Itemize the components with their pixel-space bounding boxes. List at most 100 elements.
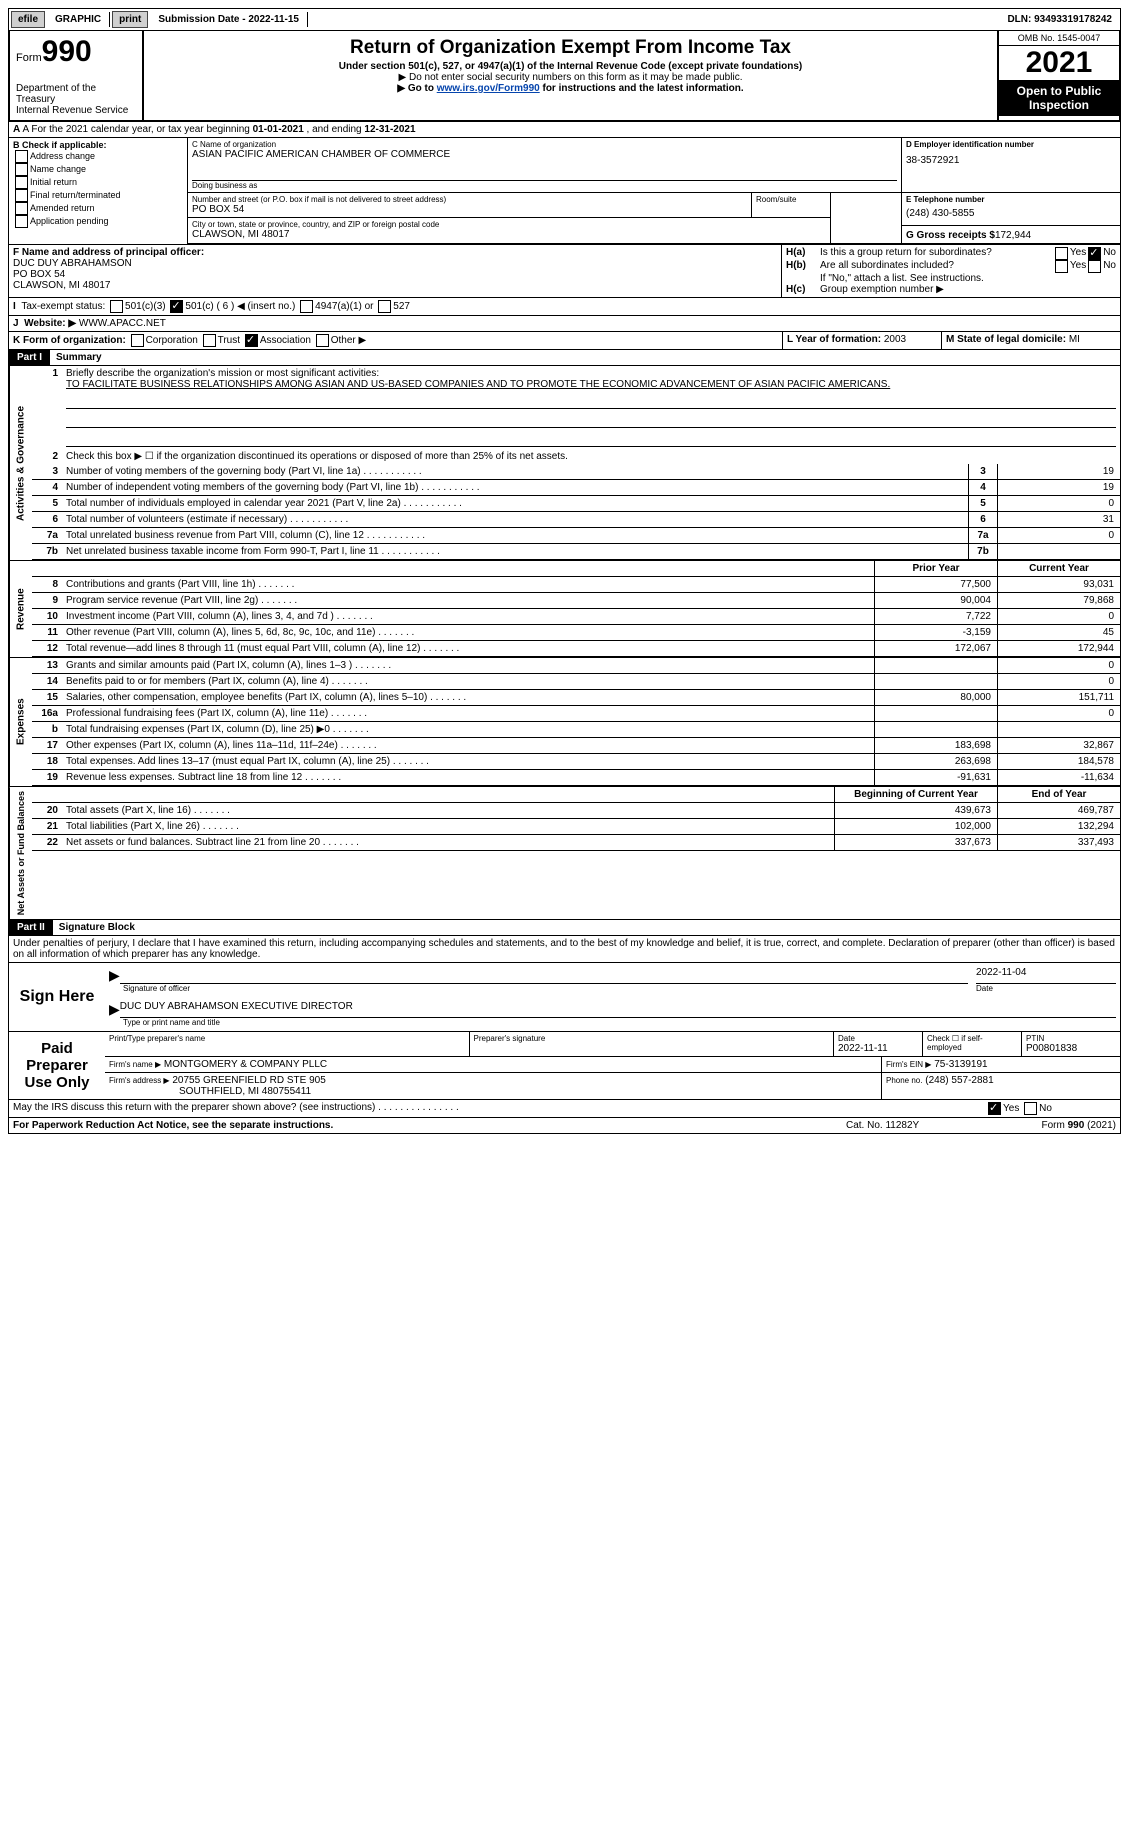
- label-ein: D Employer identification number: [906, 140, 1116, 149]
- chk-hb-yes[interactable]: [1055, 260, 1068, 273]
- label-officer: F Name and address of principal officer:: [13, 247, 204, 258]
- chk-name-change[interactable]: [15, 163, 28, 176]
- label-sig-officer: Signature of officer: [123, 984, 976, 993]
- form-note2: ▶ Go to www.irs.gov/Form990 for instruct…: [148, 83, 993, 94]
- chk-other[interactable]: [316, 334, 329, 347]
- chk-final-return[interactable]: [15, 189, 28, 202]
- footer-right: Form 990 (2021): [996, 1120, 1116, 1131]
- col-eoy: End of Year: [997, 787, 1120, 802]
- footer-cat: Cat. No. 11282Y: [846, 1120, 996, 1131]
- label-dba: Doing business as: [192, 181, 897, 190]
- mission-text: TO FACILITATE BUSINESS RELATIONSHIPS AMO…: [66, 379, 890, 390]
- label-firm-addr: Firm's address ▶: [109, 1076, 170, 1085]
- chk-amended[interactable]: [15, 202, 28, 215]
- label-hc: H(c): [786, 284, 820, 295]
- ptin-value: P00801838: [1026, 1043, 1116, 1054]
- label-street: Number and street (or P.O. box if mail i…: [192, 195, 747, 204]
- page-footer: For Paperwork Reduction Act Notice, see …: [8, 1118, 1121, 1134]
- col-current: Current Year: [997, 561, 1120, 576]
- gross-value: 172,944: [995, 230, 1031, 241]
- label-hb: H(b): [786, 260, 820, 273]
- ein-value: 38-3572921: [906, 155, 1116, 166]
- label-org-name: C Name of organization: [192, 140, 897, 149]
- label-ha: H(a): [786, 247, 820, 260]
- tab-expenses: Expenses: [9, 658, 32, 786]
- label-prep-name: Print/Type preparer's name: [109, 1034, 465, 1043]
- tab-activities: Activities & Governance: [9, 366, 32, 560]
- firm-addr: 20755 GREENFIELD RD STE 905: [172, 1075, 325, 1086]
- box-b: B Check if applicable: Address change Na…: [9, 138, 188, 244]
- chk-corp[interactable]: [131, 334, 144, 347]
- website-value: WWW.APACC.NET: [79, 318, 166, 329]
- year-formed-value: 2003: [884, 334, 906, 345]
- print-button[interactable]: print: [112, 11, 148, 28]
- chk-501c3[interactable]: [110, 300, 123, 313]
- discuss-row: May the IRS discuss this return with the…: [8, 1100, 1121, 1118]
- form-number: Form990: [16, 35, 136, 69]
- chk-discuss-yes[interactable]: [988, 1102, 1001, 1115]
- submission-date: Submission Date - 2022-11-15: [150, 12, 308, 27]
- dln-label: DLN: 93493319178242: [999, 12, 1120, 27]
- summary-rev: Revenue Prior YearCurrent Year 8Contribu…: [8, 561, 1121, 658]
- section-f-h: F Name and address of principal officer:…: [8, 245, 1121, 298]
- line-i: I Tax-exempt status: 501(c)(3) 501(c) ( …: [8, 298, 1121, 316]
- org-name: ASIAN PACIFIC AMERICAN CHAMBER OF COMMER…: [192, 149, 897, 160]
- chk-discuss-no[interactable]: [1024, 1102, 1037, 1115]
- line-j: J Website: ▶ WWW.APACC.NET: [8, 316, 1121, 332]
- chk-hb-no[interactable]: [1088, 260, 1101, 273]
- chk-assoc[interactable]: [245, 334, 258, 347]
- graphic-label: GRAPHIC: [47, 12, 110, 27]
- officer-addr: PO BOX 54: [13, 269, 777, 280]
- tax-year: 2021: [999, 46, 1119, 80]
- efile-button[interactable]: efile: [11, 11, 45, 28]
- chk-ha-yes[interactable]: [1055, 247, 1068, 260]
- form-title: Return of Organization Exempt From Incom…: [148, 37, 993, 59]
- chk-ha-no[interactable]: [1088, 247, 1101, 260]
- line-klm: K Form of organization: Corporation Trus…: [8, 332, 1121, 350]
- phone-value: (248) 430-5855: [906, 208, 1116, 219]
- label-room: Room/suite: [756, 195, 826, 204]
- summary-ag: Activities & Governance 1Briefly describ…: [8, 366, 1121, 561]
- tab-net-assets: Net Assets or Fund Balances: [9, 787, 32, 919]
- street-value: PO BOX 54: [192, 204, 747, 215]
- label-firm-phone: Phone no.: [886, 1076, 922, 1085]
- label-sig-name: Type or print name and title: [123, 1018, 220, 1027]
- firm-name: MONTGOMERY & COMPANY PLLC: [164, 1059, 327, 1070]
- label-ptin: PTIN: [1026, 1034, 1116, 1043]
- chk-trust[interactable]: [203, 334, 216, 347]
- chk-initial-return[interactable]: [15, 176, 28, 189]
- label-phone: E Telephone number: [906, 195, 1116, 204]
- footer-left: For Paperwork Reduction Act Notice, see …: [13, 1120, 846, 1131]
- part-i-header: Part ISummary: [8, 350, 1121, 366]
- chk-527[interactable]: [378, 300, 391, 313]
- col-prior: Prior Year: [874, 561, 997, 576]
- label-prep-sig: Preparer's signature: [474, 1034, 830, 1043]
- firm-ein: 75-3139191: [934, 1059, 987, 1070]
- label-gross: G Gross receipts $: [906, 230, 995, 241]
- label-prep-date: Date: [838, 1034, 918, 1043]
- prep-date: 2022-11-11: [838, 1043, 918, 1054]
- form-note1: ▶ Do not enter social security numbers o…: [148, 72, 993, 83]
- top-toolbar: efile GRAPHIC print Submission Date - 20…: [8, 8, 1121, 31]
- chk-501c[interactable]: [170, 300, 183, 313]
- omb-number: OMB No. 1545-0047: [999, 31, 1119, 46]
- label-self-emp: Check ☐ if self-employed: [923, 1032, 1022, 1056]
- label-city: City or town, state or province, country…: [192, 220, 826, 229]
- preparer-label: Paid Preparer Use Only: [9, 1032, 105, 1099]
- summary-exp: Expenses 13Grants and similar amounts pa…: [8, 658, 1121, 787]
- dept-label: Department of the Treasury: [16, 83, 136, 105]
- label-firm-ein: Firm's EIN ▶: [886, 1060, 931, 1069]
- penalty-text: Under penalties of perjury, I declare th…: [8, 936, 1121, 963]
- public-inspection: Open to Public Inspection: [999, 80, 1119, 116]
- chk-address-change[interactable]: [15, 150, 28, 163]
- chk-4947[interactable]: [300, 300, 313, 313]
- line-a: A A For the 2021 calendar year, or tax y…: [8, 122, 1121, 138]
- preparer-block: Paid Preparer Use Only Print/Type prepar…: [8, 1032, 1121, 1100]
- irs-link[interactable]: www.irs.gov/Form990: [437, 83, 540, 94]
- hb-note: If "No," attach a list. See instructions…: [786, 273, 1116, 284]
- label-year-formed: L Year of formation:: [787, 334, 881, 345]
- officer-name: DUC DUY ABRAHAMSON: [13, 258, 777, 269]
- form-subtitle: Under section 501(c), 527, or 4947(a)(1)…: [148, 61, 993, 72]
- sign-date: 2022-11-04: [976, 967, 1116, 984]
- chk-app-pending[interactable]: [15, 215, 28, 228]
